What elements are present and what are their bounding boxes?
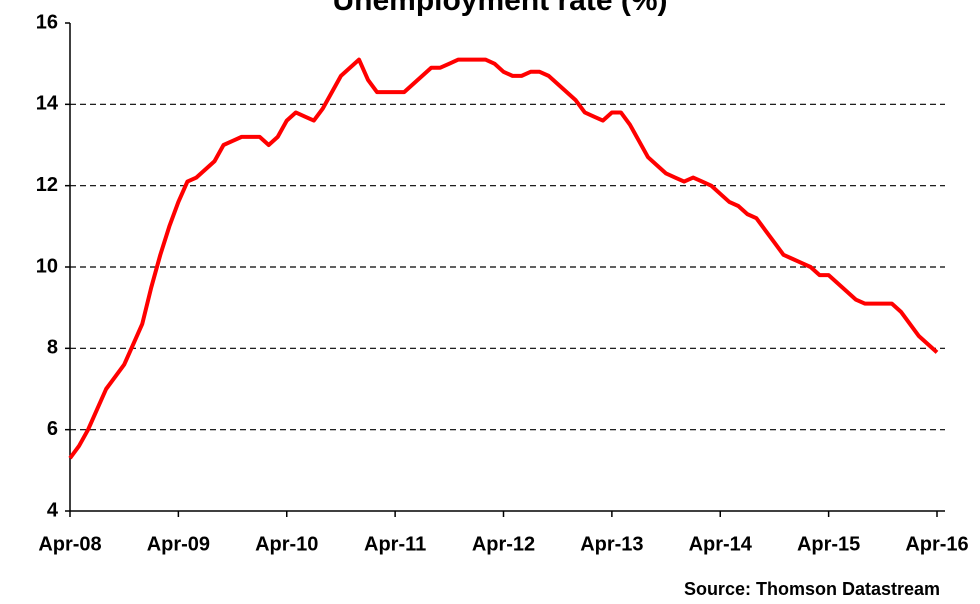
data-line	[68, 57, 939, 460]
x-tick-label: Apr-09	[147, 533, 210, 555]
chart-title: Unemployment rate (%)	[332, 0, 667, 17]
y-tick-label: 14	[36, 93, 59, 115]
x-tick-label: Apr-15	[797, 533, 860, 555]
x-tick-label: Apr-14	[689, 533, 753, 555]
y-tick-label: 6	[47, 418, 58, 440]
y-tick-label: 16	[36, 11, 58, 33]
x-tick-label: Apr-16	[905, 533, 968, 555]
y-tick-label: 12	[36, 174, 58, 196]
x-tick-label: Apr-10	[255, 533, 318, 555]
x-tick-label: Apr-13	[580, 533, 643, 555]
x-tick-label: Apr-11	[364, 533, 426, 555]
x-tick-label: Apr-12	[472, 533, 535, 555]
source-note: Source: Thomson Datastream	[684, 579, 940, 599]
y-tick-label: 10	[36, 255, 58, 277]
y-tick-label: 8	[47, 337, 58, 359]
y-tick-label: 4	[47, 499, 59, 521]
x-tick-label: Apr-08	[38, 533, 101, 555]
